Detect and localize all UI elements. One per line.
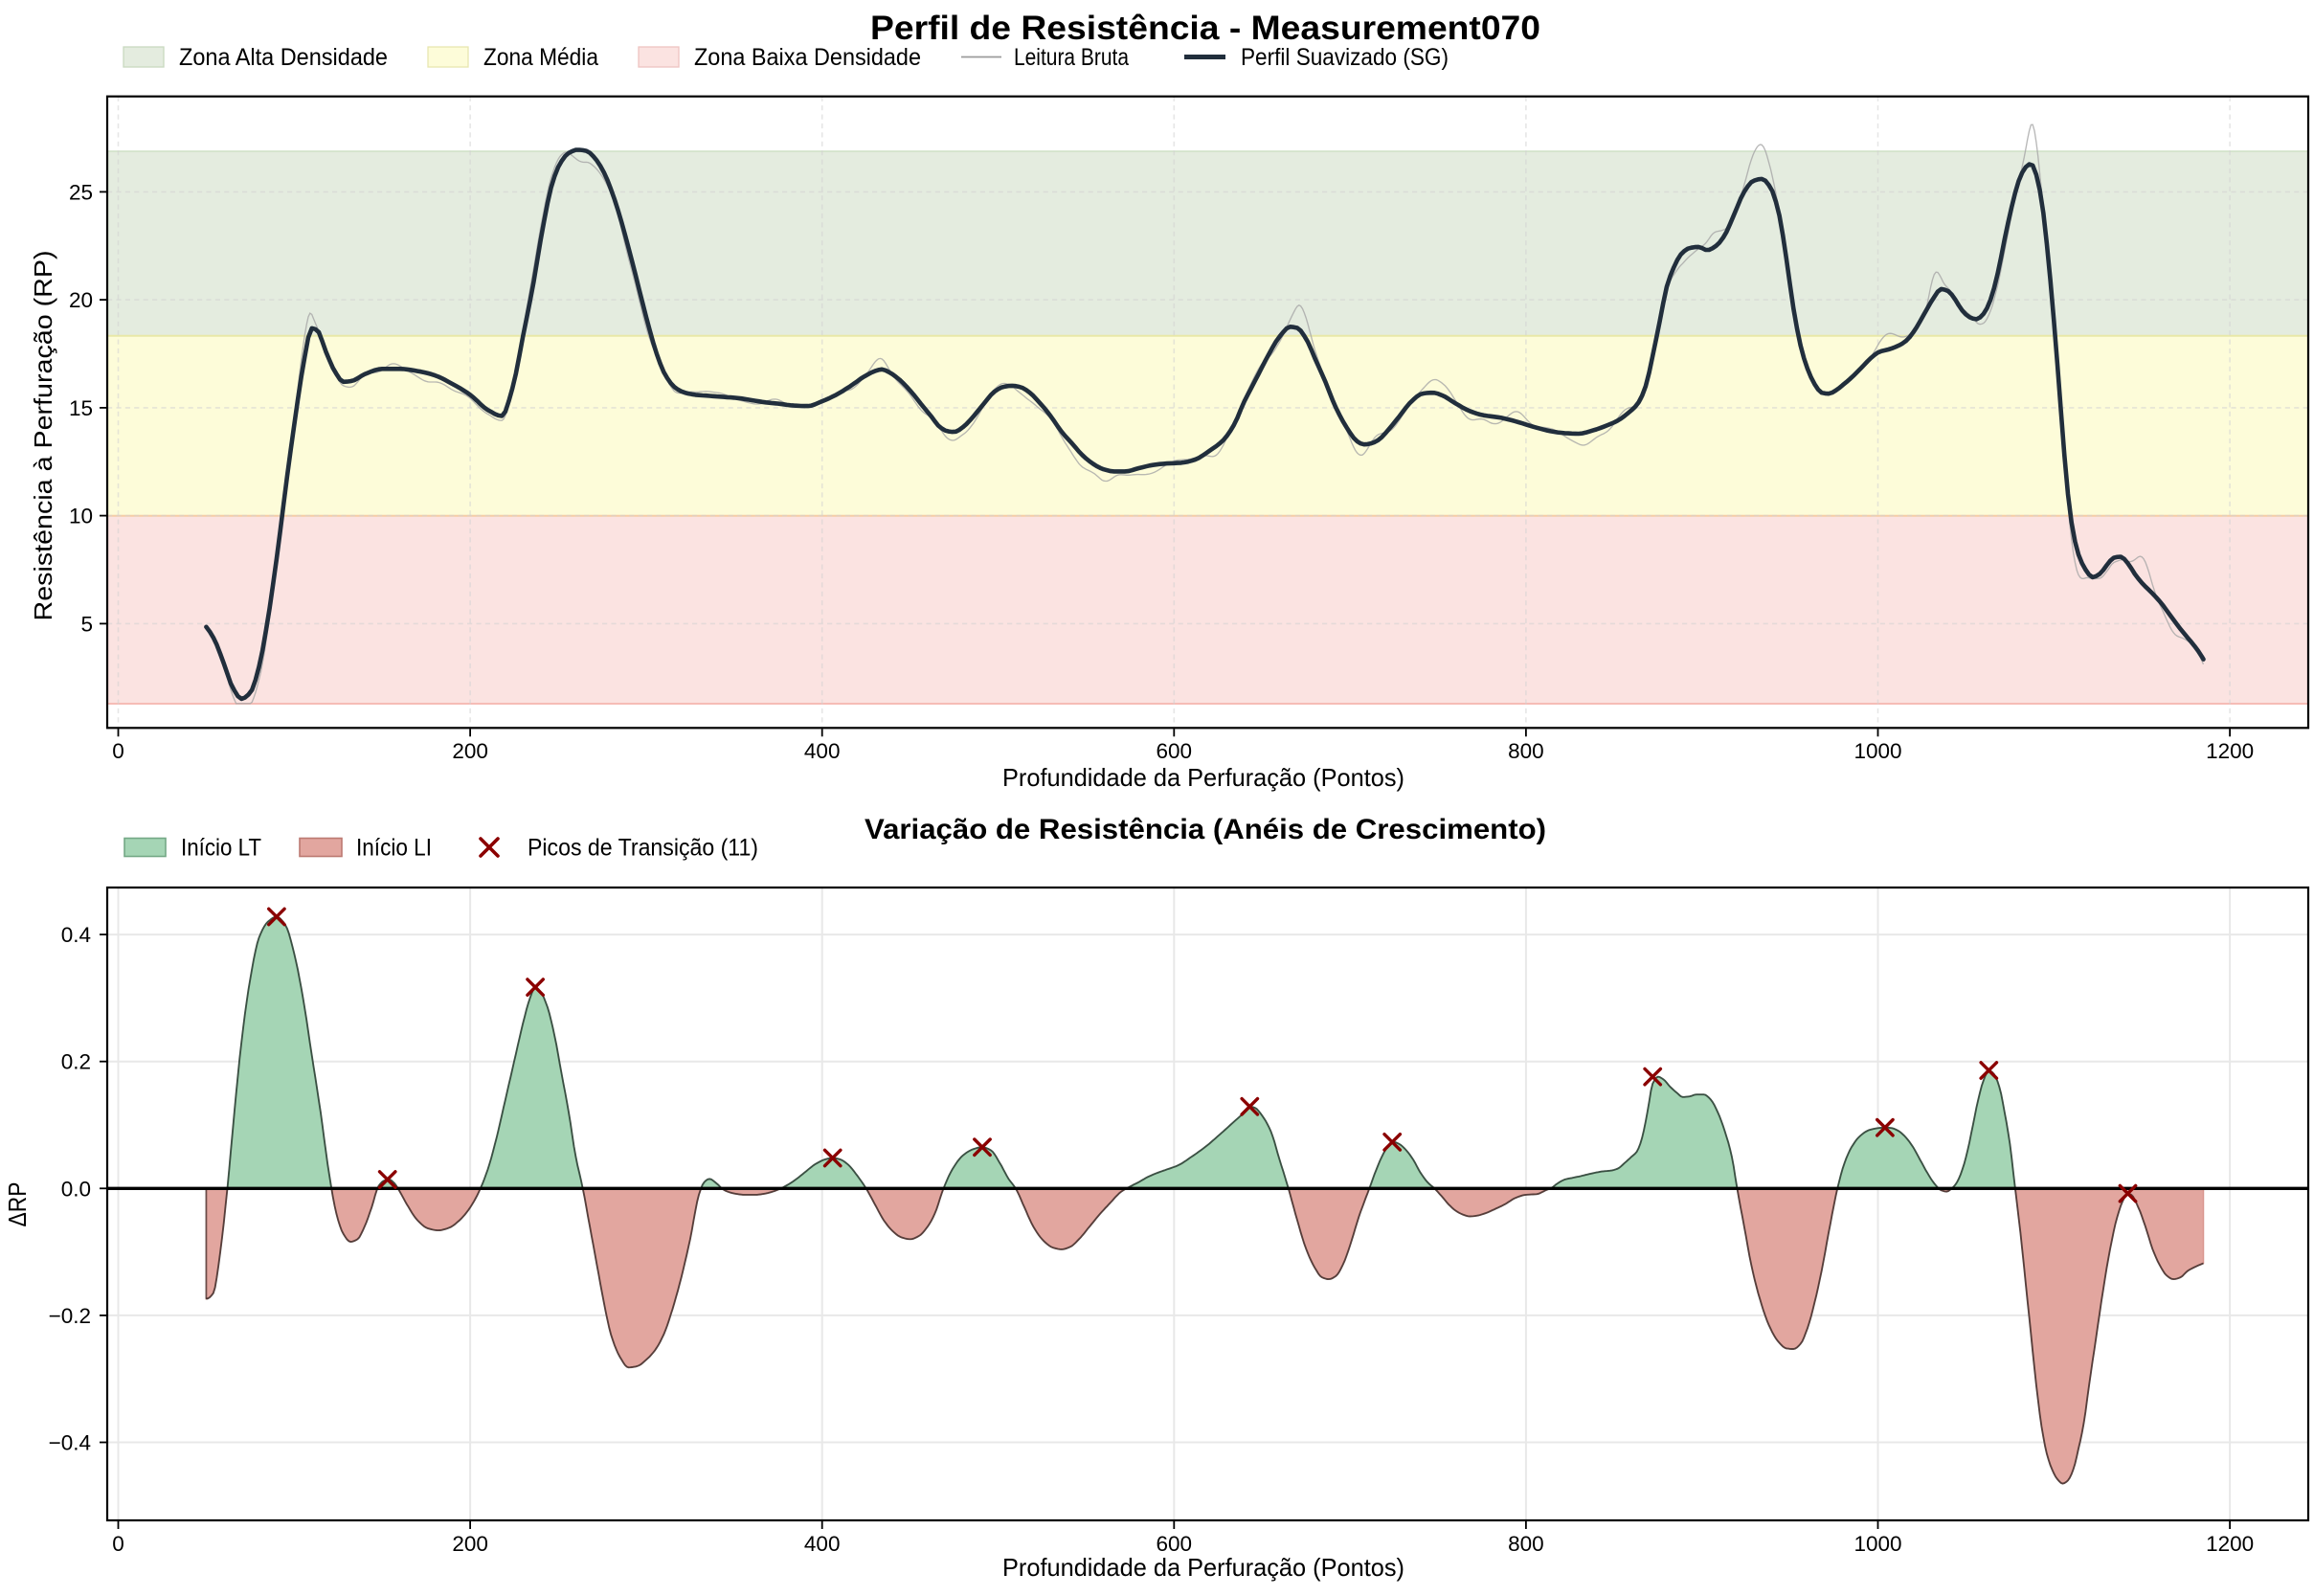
svg-text:Profundidade da Perfuração (Po: Profundidade da Perfuração (Pontos)	[1002, 763, 1404, 792]
svg-text:20: 20	[69, 288, 93, 312]
svg-text:Resistência à Perfuração (RP): Resistência à Perfuração (RP)	[29, 251, 57, 621]
svg-text:1000: 1000	[1853, 739, 1901, 763]
svg-text:−0.4: −0.4	[49, 1431, 91, 1455]
svg-text:0.0: 0.0	[61, 1177, 91, 1201]
svg-text:−0.2: −0.2	[49, 1304, 91, 1328]
svg-text:25: 25	[69, 180, 93, 204]
svg-text:400: 400	[804, 739, 841, 763]
svg-text:15: 15	[69, 396, 93, 420]
svg-text:5: 5	[80, 612, 93, 636]
svg-text:800: 800	[1508, 1532, 1544, 1556]
svg-text:0: 0	[112, 1532, 124, 1556]
svg-text:Início LI: Início LI	[356, 835, 432, 862]
svg-text:Perfil de Resistência - Measur: Perfil de Resistência - Measurement070	[870, 10, 1540, 47]
svg-text:400: 400	[804, 1532, 841, 1556]
svg-text:10: 10	[69, 505, 93, 528]
svg-text:Perfil Suavizado (SG): Perfil Suavizado (SG)	[1241, 44, 1449, 71]
svg-text:0: 0	[112, 739, 124, 763]
svg-text:ΔRP: ΔRP	[3, 1182, 32, 1227]
svg-text:1000: 1000	[1853, 1532, 1901, 1556]
svg-text:Leitura Bruta: Leitura Bruta	[1014, 44, 1129, 71]
svg-text:200: 200	[452, 1532, 488, 1556]
svg-text:Picos de Transição (11): Picos de Transição (11)	[528, 835, 758, 862]
svg-text:Zona Alta Densidade: Zona Alta Densidade	[179, 44, 388, 71]
svg-text:Zona Baixa Densidade: Zona Baixa Densidade	[694, 44, 921, 71]
svg-text:Zona Média: Zona Média	[483, 44, 598, 71]
svg-text:Profundidade da Perfuração (Po: Profundidade da Perfuração (Pontos)	[1002, 1553, 1404, 1582]
svg-text:1200: 1200	[2206, 739, 2254, 763]
svg-text:200: 200	[452, 739, 488, 763]
svg-text:600: 600	[1157, 739, 1193, 763]
svg-text:0.2: 0.2	[61, 1050, 91, 1074]
svg-text:0.4: 0.4	[61, 923, 91, 947]
svg-text:Início LT: Início LT	[181, 835, 261, 862]
svg-text:Variação de Resistência (Anéis: Variação de Resistência (Anéis de Cresci…	[865, 814, 1546, 845]
svg-text:600: 600	[1157, 1532, 1193, 1556]
svg-text:1200: 1200	[2206, 1532, 2254, 1556]
svg-text:800: 800	[1508, 739, 1544, 763]
